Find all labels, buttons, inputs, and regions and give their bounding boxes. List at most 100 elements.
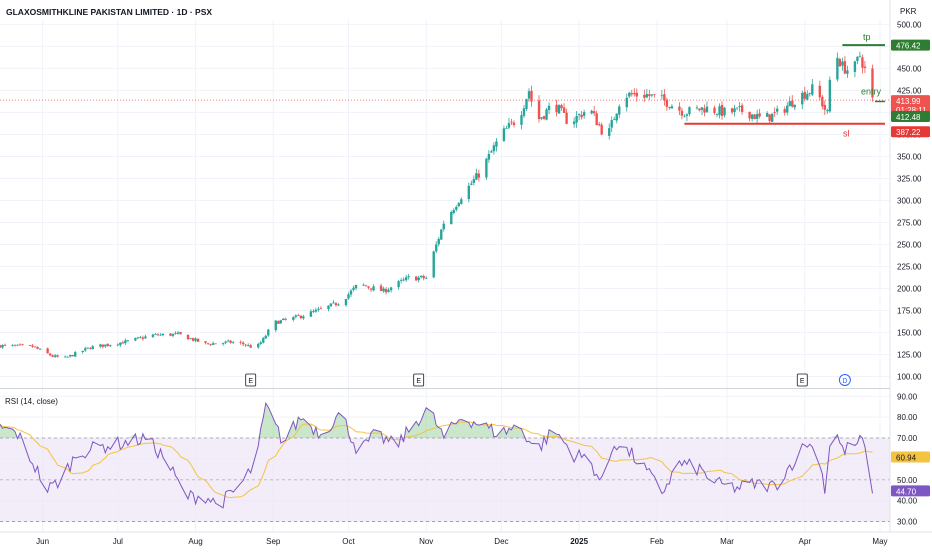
candle <box>838 59 842 67</box>
entry-price-badge-text: 412.48 <box>896 113 921 122</box>
candle <box>525 99 528 109</box>
candle <box>695 107 699 109</box>
sl-price-badge-text: 387.22 <box>896 128 921 137</box>
candle <box>74 352 77 357</box>
candle <box>389 287 393 291</box>
candle <box>680 110 684 116</box>
candle <box>3 344 7 346</box>
candle <box>106 344 109 346</box>
candle <box>555 104 558 113</box>
candle <box>618 106 621 115</box>
time-axis[interactable]: Jun Jul Aug Sep Oct Nov Dec 2025 Feb Mar Apr May <box>0 531 932 546</box>
candle <box>267 329 270 336</box>
candle <box>241 342 245 345</box>
candle <box>723 107 726 116</box>
tp-label: tp <box>863 32 871 42</box>
candle <box>89 348 92 350</box>
candle <box>31 345 34 347</box>
price-pane[interactable]: tp entry sl E E E D <box>0 32 890 387</box>
last-price-badge-text: 01:28:11 <box>896 106 927 115</box>
candle <box>191 338 195 341</box>
candle <box>477 173 481 178</box>
candle <box>179 332 182 335</box>
candle <box>51 355 54 357</box>
candle <box>562 107 566 113</box>
rsi-title: RSI (14, close) <box>5 397 58 406</box>
candle <box>226 340 230 342</box>
candle <box>206 343 210 345</box>
price-tick-label: 325.00 <box>897 174 922 183</box>
candle <box>540 117 543 119</box>
rsi-pane[interactable] <box>0 401 890 522</box>
candle <box>828 79 832 112</box>
candle <box>109 345 112 347</box>
candle <box>347 294 350 299</box>
event-marker[interactable]: E <box>413 373 425 387</box>
candle <box>384 289 388 293</box>
dividend-label: D <box>842 378 847 385</box>
candle <box>53 355 57 357</box>
candle <box>753 114 756 120</box>
time-tick-label: Oct <box>342 537 355 546</box>
candle <box>397 281 400 288</box>
candle <box>71 355 74 357</box>
candle <box>826 110 829 112</box>
price-axis[interactable]: 100.00 125.00 150.00 175.00 200.00 225.00 250.… <box>889 0 932 550</box>
candle <box>853 61 857 72</box>
candle <box>783 109 786 113</box>
candle <box>683 116 686 118</box>
candle <box>134 338 137 341</box>
candle <box>221 343 225 345</box>
candle <box>174 333 177 334</box>
candle <box>542 116 546 119</box>
candle <box>608 128 611 136</box>
candle <box>399 280 403 281</box>
price-tick-label: 350.00 <box>897 152 922 161</box>
sl-price-badge: 387.22 <box>891 126 930 138</box>
candle <box>214 343 217 345</box>
candle <box>660 95 664 97</box>
candle <box>806 93 809 100</box>
tp-price-badge-text: 476.42 <box>896 42 921 51</box>
candle <box>91 346 94 350</box>
sl-label: sl <box>843 129 850 139</box>
event-marker[interactable]: E <box>245 373 257 387</box>
candle <box>635 92 638 97</box>
candle <box>86 347 89 349</box>
candle <box>856 56 859 61</box>
candle <box>663 94 666 101</box>
price-tick-label: 200.00 <box>897 285 922 294</box>
event-marker[interactable]: D <box>838 374 851 386</box>
candle <box>791 100 794 107</box>
rsi-value-badge-bg <box>891 485 930 497</box>
candle <box>440 229 443 240</box>
candle <box>507 123 511 128</box>
candle <box>124 340 127 344</box>
candle <box>811 84 814 95</box>
candle <box>625 97 628 108</box>
candle <box>598 124 601 126</box>
candle <box>457 203 460 207</box>
time-tick-label: Jul <box>113 537 123 546</box>
event-marker[interactable]: E <box>796 373 808 387</box>
entry-label: entry <box>861 86 882 96</box>
candle <box>557 105 561 114</box>
rsi-tick-label: 90.00 <box>897 392 918 401</box>
candle <box>309 311 313 317</box>
candle <box>284 319 287 320</box>
candle <box>259 342 262 344</box>
tp-price-badge-bg <box>891 39 930 51</box>
candle <box>648 94 651 96</box>
candle <box>432 251 435 278</box>
rsi-tick-label: 80.00 <box>897 413 918 422</box>
earnings-badge <box>245 373 257 387</box>
candle <box>139 337 142 339</box>
candle <box>379 285 383 291</box>
candle <box>435 244 438 252</box>
candle <box>823 104 827 110</box>
price-tick-label: 250.00 <box>897 240 922 249</box>
candle <box>455 206 458 210</box>
time-tick-label: Aug <box>188 537 202 546</box>
candle <box>244 344 247 346</box>
candle <box>352 287 355 290</box>
